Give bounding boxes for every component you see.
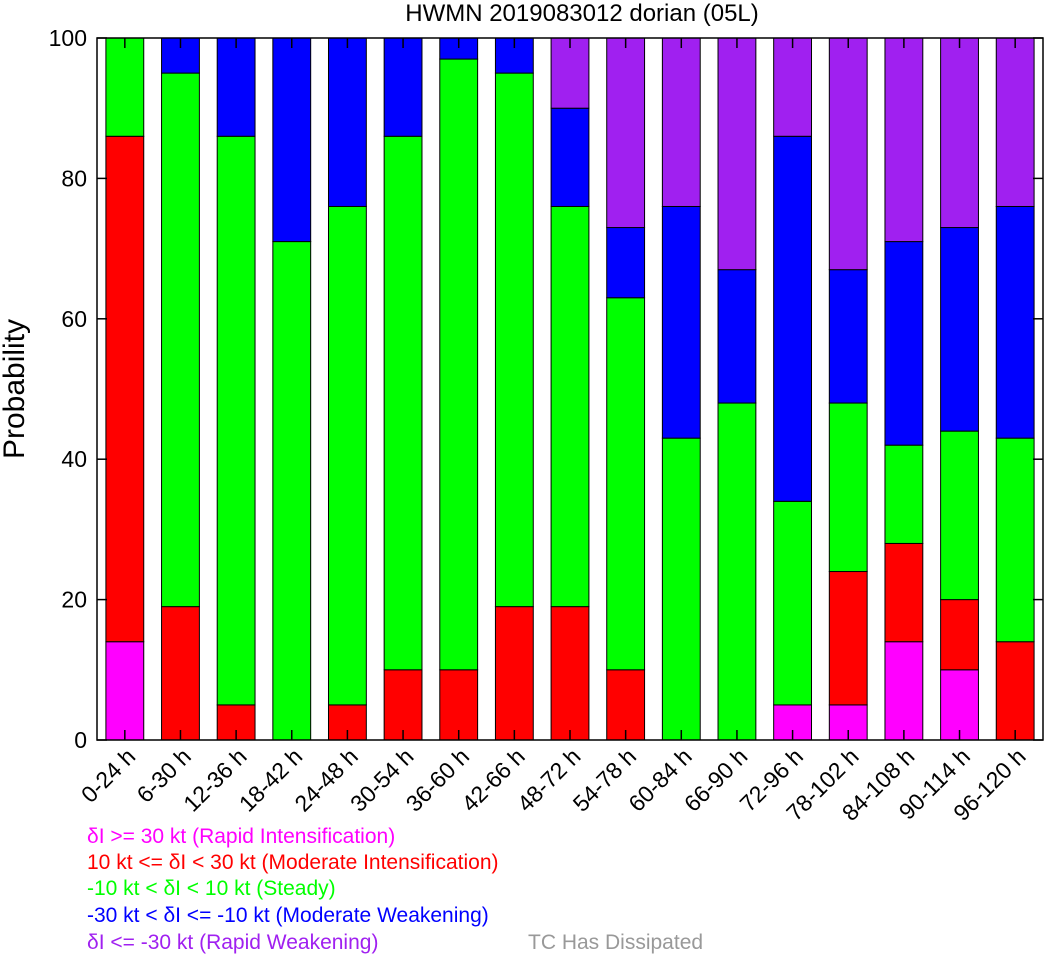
bar-segment-5-3 bbox=[327, 205, 367, 706]
bar-segment-10-2 bbox=[606, 669, 646, 741]
y-tick-label-1: 20 bbox=[61, 587, 87, 613]
bar-segment-14-2 bbox=[828, 571, 868, 706]
bar-segment-9-5 bbox=[550, 37, 590, 109]
bar-segment-6-4 bbox=[383, 37, 423, 137]
bar-segment-6-2 bbox=[383, 669, 423, 741]
bar-segment-17-3 bbox=[995, 437, 1035, 643]
bar-segment-13-3 bbox=[773, 500, 813, 706]
legend-entry-3: -10 kt < δI < 10 kt (Steady) bbox=[87, 877, 336, 900]
y-tick-label-2: 40 bbox=[61, 446, 87, 472]
bar-segment-1-1 bbox=[105, 641, 145, 741]
y-tick-label-3: 60 bbox=[61, 306, 87, 332]
bar-segment-16-5 bbox=[940, 37, 979, 229]
bar-segment-13-4 bbox=[773, 135, 813, 502]
bar-segment-6-3 bbox=[383, 135, 423, 671]
legend-entry-1: δI >= 30 kt (Rapid Intensification) bbox=[87, 825, 395, 848]
bar-segment-15-3 bbox=[884, 444, 924, 544]
bar-segment-9-4 bbox=[550, 107, 590, 207]
bar-segment-17-2 bbox=[995, 641, 1035, 741]
bar-segment-2-3 bbox=[161, 72, 200, 608]
bar-segment-14-5 bbox=[828, 37, 868, 271]
bar-segment-2-2 bbox=[161, 606, 200, 741]
bar-segment-17-4 bbox=[995, 205, 1035, 439]
y-axis: 0 20 40 60 80 100 bbox=[49, 25, 1043, 753]
bar-segment-7-2 bbox=[439, 669, 479, 741]
chart-title: HWMN 2019083012 dorian (05L) bbox=[405, 0, 759, 27]
legend: δI >= 30 kt (Rapid Intensification) 10 kt… bbox=[87, 825, 703, 954]
bar-segment-8-4 bbox=[494, 37, 534, 74]
bar-segment-11-4 bbox=[661, 205, 701, 439]
bar-segment-1-2 bbox=[105, 135, 145, 643]
bar-segment-12-3 bbox=[717, 402, 757, 741]
legend-entry-5: δI <= -30 kt (Rapid Weakening) bbox=[87, 931, 378, 954]
bars-group bbox=[105, 37, 1035, 741]
bar-segment-13-5 bbox=[773, 37, 813, 137]
bar-segment-7-3 bbox=[439, 58, 479, 671]
bar-segment-4-3 bbox=[272, 241, 312, 741]
bar-segment-3-3 bbox=[216, 135, 256, 706]
bar-segment-12-5 bbox=[717, 37, 757, 271]
bar-segment-4-4 bbox=[272, 37, 312, 243]
bar-segment-10-3 bbox=[606, 297, 646, 671]
bar-segment-15-1 bbox=[884, 641, 924, 741]
bar-segment-12-4 bbox=[717, 269, 757, 404]
legend-entry-2: 10 kt <= δI < 30 kt (Moderate Intensific… bbox=[87, 851, 499, 874]
y-tick-label-0: 0 bbox=[74, 727, 87, 753]
bar-segment-14-3 bbox=[828, 402, 868, 573]
bar-segment-15-4 bbox=[884, 241, 924, 446]
y-axis-label: Probability bbox=[0, 319, 31, 459]
bar-segment-11-5 bbox=[661, 37, 701, 207]
y-tick-label-4: 80 bbox=[61, 165, 87, 191]
bar-segment-10-5 bbox=[606, 37, 646, 229]
bar-segment-10-4 bbox=[606, 227, 646, 299]
bar-segment-1-3 bbox=[105, 37, 145, 137]
bar-segment-15-5 bbox=[884, 37, 924, 243]
bar-segment-16-3 bbox=[940, 430, 979, 601]
bar-segment-11-3 bbox=[661, 437, 701, 741]
bar-segment-3-4 bbox=[216, 37, 256, 137]
bar-segment-9-2 bbox=[550, 606, 590, 741]
bar-segment-17-5 bbox=[995, 37, 1035, 207]
bar-segment-8-2 bbox=[494, 606, 534, 741]
bar-segment-5-4 bbox=[327, 37, 367, 207]
bar-segment-14-4 bbox=[828, 269, 868, 404]
legend-entry-4: -30 kt < δI <= -10 kt (Moderate Weakenin… bbox=[87, 904, 489, 927]
bar-segment-16-1 bbox=[940, 669, 979, 741]
bar-segment-8-3 bbox=[494, 72, 534, 608]
bar-segment-15-2 bbox=[884, 542, 924, 643]
legend-entry-6: TC Has Dissipated bbox=[528, 931, 703, 954]
bar-segment-9-3 bbox=[550, 205, 590, 608]
bar-segment-16-2 bbox=[940, 599, 979, 671]
y-tick-label-5: 100 bbox=[49, 25, 87, 51]
bar-segment-16-4 bbox=[940, 227, 979, 432]
